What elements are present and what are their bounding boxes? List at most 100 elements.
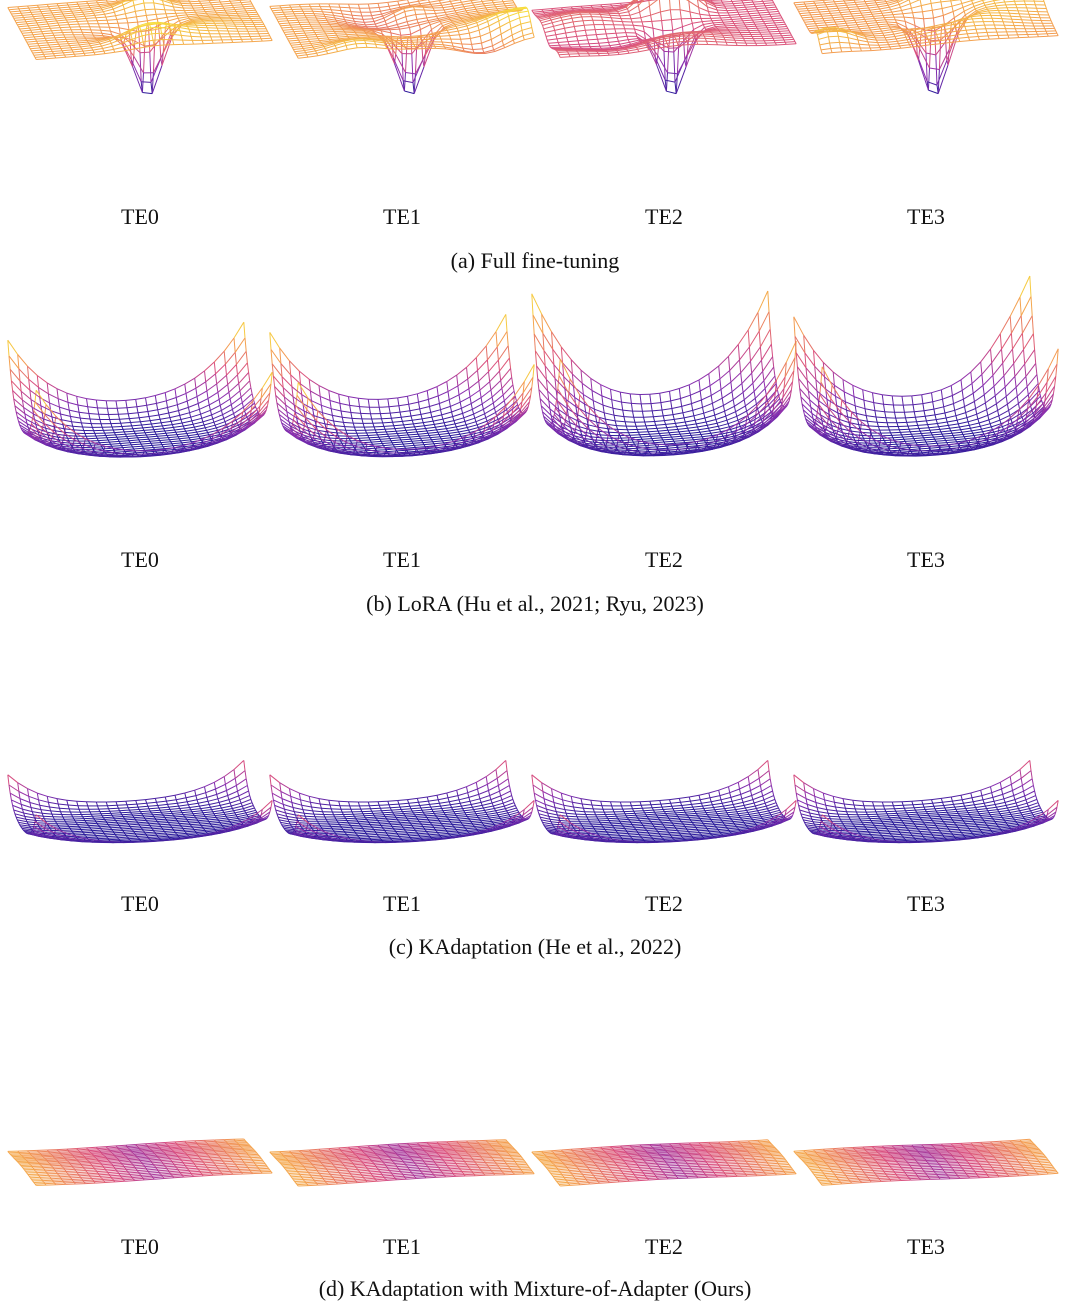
wireframe-line [630,40,641,45]
wireframe-line [888,1,899,6]
wireframe-line [987,7,998,10]
wireframe-line [847,24,858,26]
wireframe-line [100,40,111,45]
wireframe-line [756,7,767,10]
surface-plot-b-te0 [7,321,273,510]
wireframe-line [49,7,60,10]
wireframe-line [986,5,997,8]
wireframe-line [414,55,426,75]
wireframe-line [558,41,569,43]
wireframe-line [212,5,223,8]
wireframe-line [981,18,984,22]
wireframe-line [511,29,523,36]
wireframe-line [826,23,837,26]
wireframe-line [303,29,314,32]
wireframe-line [966,33,969,38]
wireframe-line [936,60,948,86]
wireframe-line [169,26,172,35]
wireframe-line [996,31,999,36]
wireframe-line [311,43,322,46]
wireframe-line [976,32,979,37]
wireframe-line [189,32,200,34]
wireframe-line [447,27,458,31]
wireframe-line [643,39,654,44]
wireframe-line [614,28,617,34]
wireframe-line [559,13,570,17]
wireframe-line [665,38,676,42]
wireframe-line [633,0,638,3]
wireframe-line [133,41,144,45]
wireframe-line [336,34,347,36]
wireframe-line [627,0,638,10]
wireframe-line [503,0,513,3]
wireframe-line [368,35,379,38]
wireframe-line [238,14,249,16]
wireframe-line [456,25,468,29]
wireframe-line [865,36,876,39]
wireframe-line [927,37,938,40]
wireframe-line [443,22,454,28]
wireframe-line [47,3,58,5]
wireframe-line [130,34,133,40]
wireframe-line [147,23,157,26]
wireframe-line [69,5,80,8]
wireframe-line [102,6,113,11]
wireframe-line [30,11,41,13]
wireframe-line [700,18,703,22]
wireframe-line [883,14,894,16]
wireframe-line [658,42,669,49]
wireframe-line [730,16,741,18]
wireframe-line [763,20,774,22]
wireframe-line [67,402,70,411]
wireframe-line [373,17,385,22]
wireframe-line [628,11,631,16]
wireframe-line [993,24,997,29]
wireframe-line [624,28,627,33]
wireframe-line [128,25,139,31]
wireframe-line [924,30,927,54]
wireframe-line [647,44,658,48]
wireframe-line [178,26,189,30]
wireframe-line [463,4,474,8]
wireframe-line [397,21,408,25]
wireframe-line [876,21,887,24]
wireframe-line [480,13,491,16]
wireframe-line [439,35,450,37]
wireframe-line [396,41,407,49]
wireframe-line [227,12,238,15]
wireframe-line [447,32,451,36]
wireframe-line [112,8,115,13]
wireframe-line [602,20,605,25]
wireframe-line [87,2,98,4]
wireframe-line [280,24,291,27]
wireframe-line [864,34,875,37]
wireframe-line [481,43,484,49]
wireframe-line [97,1,108,4]
wireframe-line [346,33,357,36]
wireframe-line [781,34,792,37]
wireframe-line [688,0,699,8]
wireframe-line [704,24,715,28]
wireframe-line [208,15,219,17]
wireframe-line [633,42,645,47]
wireframe-line [462,2,473,5]
wireframe-line [496,7,507,10]
wireframe-line [7,6,18,8]
wireframe-line [955,25,958,34]
wireframe-line [972,17,983,20]
wireframe-line [832,16,843,19]
wireframe-line [623,24,626,29]
wireframe-line [992,21,995,26]
wireframe-line [919,0,922,6]
wireframe-line [448,30,459,34]
wireframe-line [376,23,387,28]
wireframe-line [23,16,34,18]
wireframe-line [445,48,456,51]
wireframe-line [816,27,827,33]
wireframe-line [816,24,827,27]
wireframe-line [65,55,76,58]
wireframe-line [908,0,911,4]
wireframe-line [118,30,129,36]
wireframe-line [680,31,691,33]
wireframe-line [84,51,95,54]
